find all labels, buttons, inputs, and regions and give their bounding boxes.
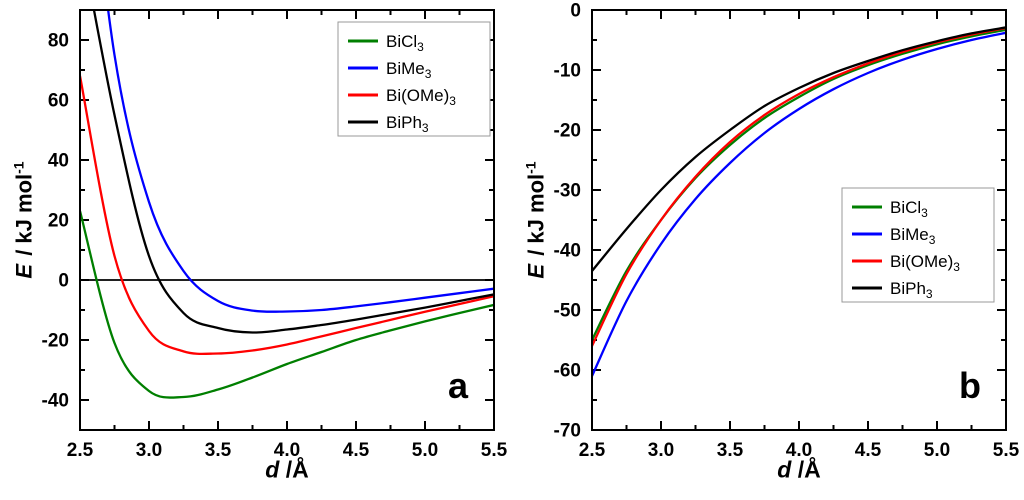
x-tick-label: 4.5 [855,440,882,461]
y-tick-label: -50 [554,301,581,322]
panel-letter: b [959,365,981,406]
x-axis-label: d /Å [265,457,308,484]
panel-a: 2.5 3.0 3.5 4.0 4.5 5.0 5.5 80 60 40 20 0 -20 -40 a BiC… [10,9,508,484]
y-axis-units: / kJ mol [523,173,549,262]
series-line-biome [80,74,494,356]
series-line-bicl [80,209,494,399]
y-tick-label: -70 [554,421,581,442]
tick-labels: 2.5 3.0 3.5 4.0 4.5 5.0 5.5 80 60 40 20 0 -20 -40 [42,31,508,462]
y-tick-label: -30 [554,181,581,202]
y-axis-variable: E [523,263,549,279]
x-tick-label: 3.0 [136,440,162,461]
y-tick-label: 20 [48,211,69,232]
panel-letter: a [448,365,469,406]
legend-label: BiCl3 [890,198,928,220]
x-axis-variable: d [777,456,792,483]
x-tick-label: 2.5 [67,440,94,461]
x-tick-label: 3.5 [717,440,744,461]
x-axis-label: d /Å [777,457,820,484]
y-axis-label: E / kJ mol-1 [522,161,549,278]
plot-frame [591,9,1007,431]
legend-label: Bi(OMe)3 [386,86,456,108]
chart-a-svg: 2.5 3.0 3.5 4.0 4.5 5.0 5.5 80 60 40 20 0 -20 -40 a BiC… [42,9,508,462]
y-tick-label: -20 [554,121,581,142]
y-axis-label: E / kJ mol-1 [10,161,37,278]
x-axis-units: /Å [279,456,309,483]
x-tick-label: 5.0 [924,440,950,461]
x-tick-label: 5.5 [481,440,508,461]
tick-labels: 2.5 3.0 3.5 4.0 4.5 5.0 5.5 0 -10 -20 -30 -40 -50 -60… [554,1,1020,462]
series-line-bime [592,31,1006,378]
y-tick-label: -40 [554,241,581,262]
legend-label: BiMe3 [890,225,936,247]
legend-label: BiCl3 [386,32,424,54]
x-tick-label: 3.0 [648,440,674,461]
x-tick-label: 4.0 [274,440,300,461]
y-tick-label: 0 [58,271,69,292]
y-tick-label: 60 [48,91,69,112]
legend-label: BiPh3 [890,279,933,301]
panel-b: 2.5 3.0 3.5 4.0 4.5 5.0 5.5 0 -10 -20 -30 -40 -50 -60… [512,0,1024,500]
x-axis-units: /Å [791,456,821,483]
x-tick-label: 5.5 [993,440,1020,461]
y-tick-label: 40 [48,151,69,172]
y-axis-exponent: -1 [10,161,27,174]
x-tick-label: 4.5 [343,440,370,461]
y-axis-variable: E [11,263,37,279]
x-axis-variable: d [265,456,280,483]
x-tick-label: 3.5 [205,440,232,461]
y-axis-exponent: -1 [522,161,539,174]
x-tick-label: 4.0 [786,440,812,461]
series-line-biome [592,26,1006,348]
y-tick-label: 0 [570,1,581,22]
legend-label: Bi(OMe)3 [890,252,960,274]
x-tick-label: 5.0 [412,440,438,461]
series-line-biph [592,26,1006,273]
y-tick-label: -60 [554,361,581,382]
y-tick-label: -40 [42,391,69,412]
legend-label: BiPh3 [386,113,429,135]
y-tick-label: 80 [48,31,69,52]
y-axis-units: / kJ mol [11,173,37,262]
legend: BiCl3 BiMe3 Bi(OMe)3 BiPh3 [337,21,491,137]
plot-frame [79,9,495,431]
y-tick-label: -20 [42,331,69,352]
series-line-bime [106,10,494,313]
series-line-biph [92,10,494,334]
x-tick-label: 2.5 [579,440,606,461]
y-tick-label: -10 [554,61,581,82]
chart-b-svg: 2.5 3.0 3.5 4.0 4.5 5.0 5.5 0 -10 -20 -30 -40 -50 -60… [554,1,1020,462]
legend: BiCl3 BiMe3 Bi(OMe)3 BiPh3 [841,187,995,303]
legend-label: BiMe3 [386,59,432,81]
